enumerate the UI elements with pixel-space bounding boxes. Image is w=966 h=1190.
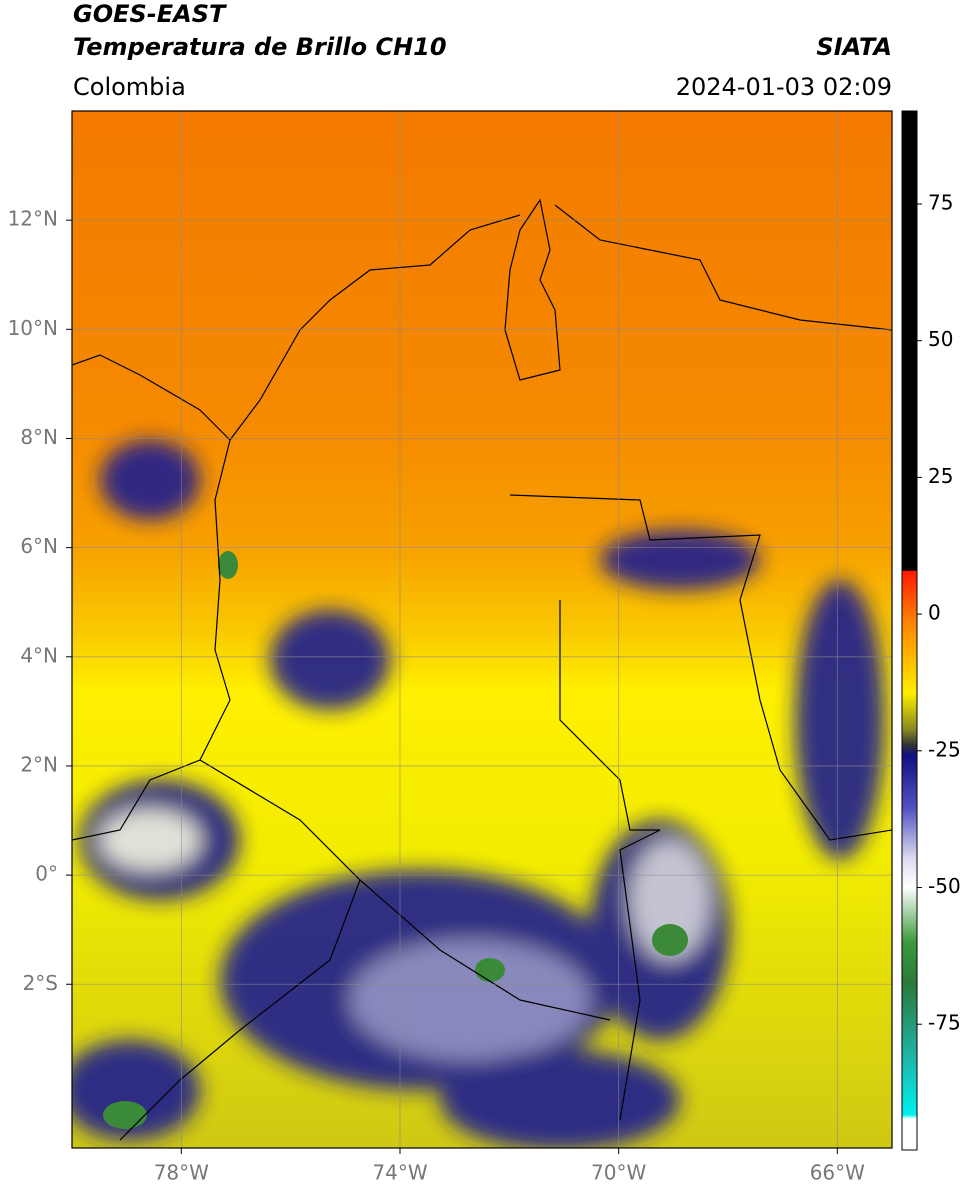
source: SIATA	[816, 33, 892, 61]
colorbar-tick-label: -25	[928, 737, 961, 761]
title: GOES-EAST	[73, 0, 227, 28]
y-tick-label: 12°N	[8, 207, 58, 231]
x-tick-label: 66°W	[810, 1161, 865, 1185]
y-tick-label: 10°N	[8, 316, 58, 340]
timestamp: 2024-01-03 02:09	[676, 73, 892, 101]
colorbar-tick-label: 50	[928, 327, 953, 351]
colorbar-tick-label: 25	[928, 464, 953, 488]
map-frame	[71, 110, 893, 1149]
x-tick-label: 78°W	[154, 1161, 209, 1185]
colorbar-tick-label: 0	[928, 601, 941, 625]
colorbar-tick-label: -50	[928, 874, 961, 898]
y-tick-label: 8°N	[20, 425, 58, 449]
region: Colombia	[73, 73, 186, 101]
colorbar-tick-label: 75	[928, 190, 953, 214]
x-tick-label: 74°W	[372, 1161, 427, 1185]
subtitle: Temperatura de Brillo CH10	[73, 33, 447, 61]
y-tick-label: 0°	[35, 862, 58, 886]
y-tick-label: 4°N	[20, 643, 58, 667]
y-tick-label: 2°N	[20, 752, 58, 776]
map-image	[72, 111, 892, 1148]
x-tick-label: 70°W	[591, 1161, 646, 1185]
colorbar	[901, 110, 918, 1151]
colorbar-tick-label: -75	[928, 1011, 961, 1035]
y-tick-label: 6°N	[20, 534, 58, 558]
y-tick-label: 2°S	[23, 971, 58, 995]
